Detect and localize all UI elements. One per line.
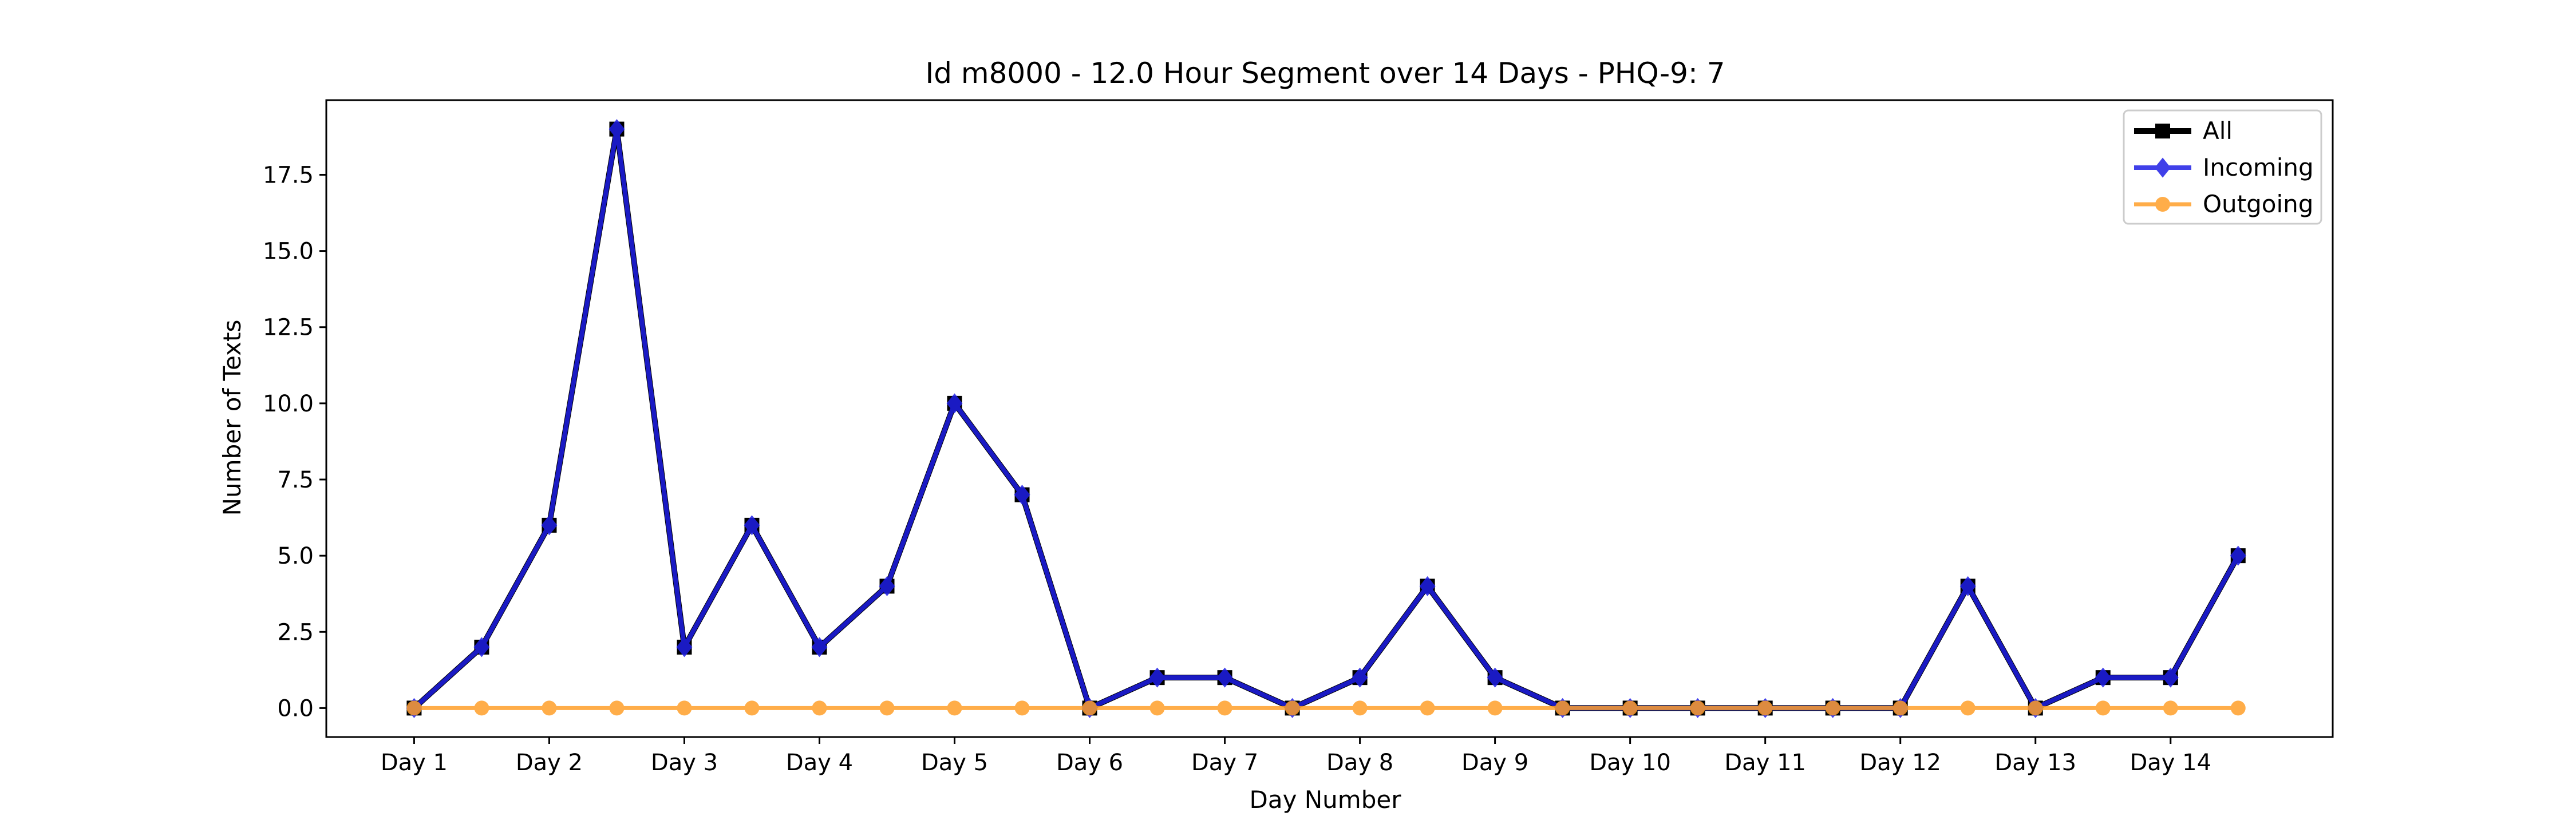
- data-point-incoming: [1419, 576, 1436, 596]
- data-point-outgoing: [609, 700, 625, 716]
- data-point-outgoing: [1893, 700, 1908, 716]
- y-tick-label: 10.0: [263, 391, 314, 417]
- data-point-outgoing: [1420, 700, 1435, 716]
- x-tick-label: Day 3: [651, 750, 718, 776]
- data-point-outgoing: [1690, 700, 1705, 716]
- data-point-outgoing: [1555, 700, 1570, 716]
- series-incoming: [406, 119, 2246, 718]
- data-point-incoming: [2095, 667, 2111, 688]
- legend-marker: [2155, 124, 2170, 138]
- data-point-outgoing: [1149, 700, 1165, 716]
- data-point-incoming: [473, 637, 490, 657]
- data-point-outgoing: [1487, 700, 1503, 716]
- data-point-incoming: [811, 637, 828, 657]
- data-point-outgoing: [947, 700, 962, 716]
- data-point-outgoing: [744, 700, 760, 716]
- y-tick-label: 2.5: [277, 619, 314, 645]
- data-point-outgoing: [1825, 700, 1840, 716]
- data-point-outgoing: [542, 700, 557, 716]
- data-point-outgoing: [1757, 700, 1773, 716]
- data-point-incoming: [744, 515, 760, 536]
- data-point-outgoing: [1960, 700, 1976, 716]
- y-tick-label: 15.0: [263, 239, 314, 265]
- y-tick-label: 12.5: [263, 315, 314, 341]
- x-tick-label: Day 2: [516, 750, 583, 776]
- x-tick-label: Day 13: [1994, 750, 2076, 776]
- y-tick-label: 17.5: [263, 162, 314, 188]
- data-point-incoming: [1959, 576, 1976, 596]
- legend-label: All: [2203, 117, 2233, 145]
- data-point-incoming: [609, 119, 625, 140]
- x-tick-label: Day 5: [921, 750, 988, 776]
- data-point-incoming: [1487, 667, 1503, 688]
- data-point-incoming: [946, 393, 963, 414]
- data-point-outgoing: [474, 700, 489, 716]
- data-point-incoming: [676, 637, 693, 657]
- x-tick-label: Day 1: [381, 750, 448, 776]
- data-point-outgoing: [1217, 700, 1232, 716]
- data-point-outgoing: [1082, 700, 1097, 716]
- x-axis-ticks: Day 1 Day 2 Day 3 Day 4 Day 5 Day 6 Day 7 Day 8…: [381, 737, 2211, 776]
- data-point-incoming: [879, 576, 895, 596]
- x-tick-label: Day 9: [1461, 750, 1528, 776]
- series-line-incoming: [412, 126, 2241, 711]
- x-tick-label: Day 11: [1724, 750, 1806, 776]
- data-point-outgoing: [1352, 700, 1368, 716]
- legend-marker: [2155, 157, 2171, 178]
- plot-area-frame: [325, 99, 2334, 738]
- legend-box: [2123, 109, 2322, 225]
- data-point-outgoing: [1014, 700, 1030, 716]
- y-axis-ticks: 0.0 2.5 5.0 7.5 10.0 12.5 15.0 17.5: [263, 162, 326, 722]
- data-point-incoming: [2162, 667, 2179, 688]
- data-point-incoming: [1014, 485, 1030, 505]
- data-point-outgoing: [2095, 700, 2111, 716]
- data-point-outgoing: [677, 700, 692, 716]
- data-point-incoming: [2230, 545, 2246, 566]
- data-point-outgoing: [2028, 700, 2043, 716]
- data-point-outgoing: [1285, 700, 1300, 716]
- data-point-incoming: [1216, 667, 1233, 688]
- data-point-outgoing: [406, 700, 422, 716]
- x-tick-label: Day 4: [786, 750, 853, 776]
- x-tick-label: Day 6: [1056, 750, 1123, 776]
- y-tick-label: 7.5: [277, 467, 314, 493]
- series-line-all: [412, 126, 2241, 711]
- y-tick-label: 5.0: [277, 543, 314, 569]
- data-point-outgoing: [2230, 700, 2246, 716]
- legend-swatch: [2134, 157, 2191, 178]
- legend-label: Incoming: [2203, 153, 2314, 181]
- legend-marker: [2155, 197, 2170, 212]
- legend: All Incoming Outgoing: [2123, 109, 2322, 225]
- data-point-outgoing: [1622, 700, 1638, 716]
- data-point-incoming: [1149, 667, 1165, 688]
- x-tick-label: Day 7: [1191, 750, 1258, 776]
- x-tick-label: Day 14: [2129, 750, 2211, 776]
- series-layer: [406, 119, 2246, 718]
- y-tick-label: 0.0: [277, 695, 314, 722]
- legend-swatch: [2134, 124, 2191, 138]
- legend-label: Outgoing: [2203, 190, 2313, 218]
- data-point-outgoing: [2163, 700, 2178, 716]
- data-point-incoming: [541, 515, 558, 536]
- x-tick-label: Day 10: [1589, 750, 1671, 776]
- legend-swatch: [2134, 197, 2191, 212]
- data-point-outgoing: [812, 700, 827, 716]
- x-axis-label: Day Number: [1249, 786, 1401, 814]
- data-point-outgoing: [879, 700, 895, 716]
- data-point-incoming: [1352, 667, 1368, 688]
- x-tick-label: Day 8: [1326, 750, 1393, 776]
- y-axis-label: Number of Texts: [218, 320, 246, 516]
- x-tick-label: Day 12: [1859, 750, 1941, 776]
- series-outgoing: [406, 700, 2246, 716]
- chart-title: Id m8000 - 12.0 Hour Segment over 14 Day…: [925, 57, 1725, 90]
